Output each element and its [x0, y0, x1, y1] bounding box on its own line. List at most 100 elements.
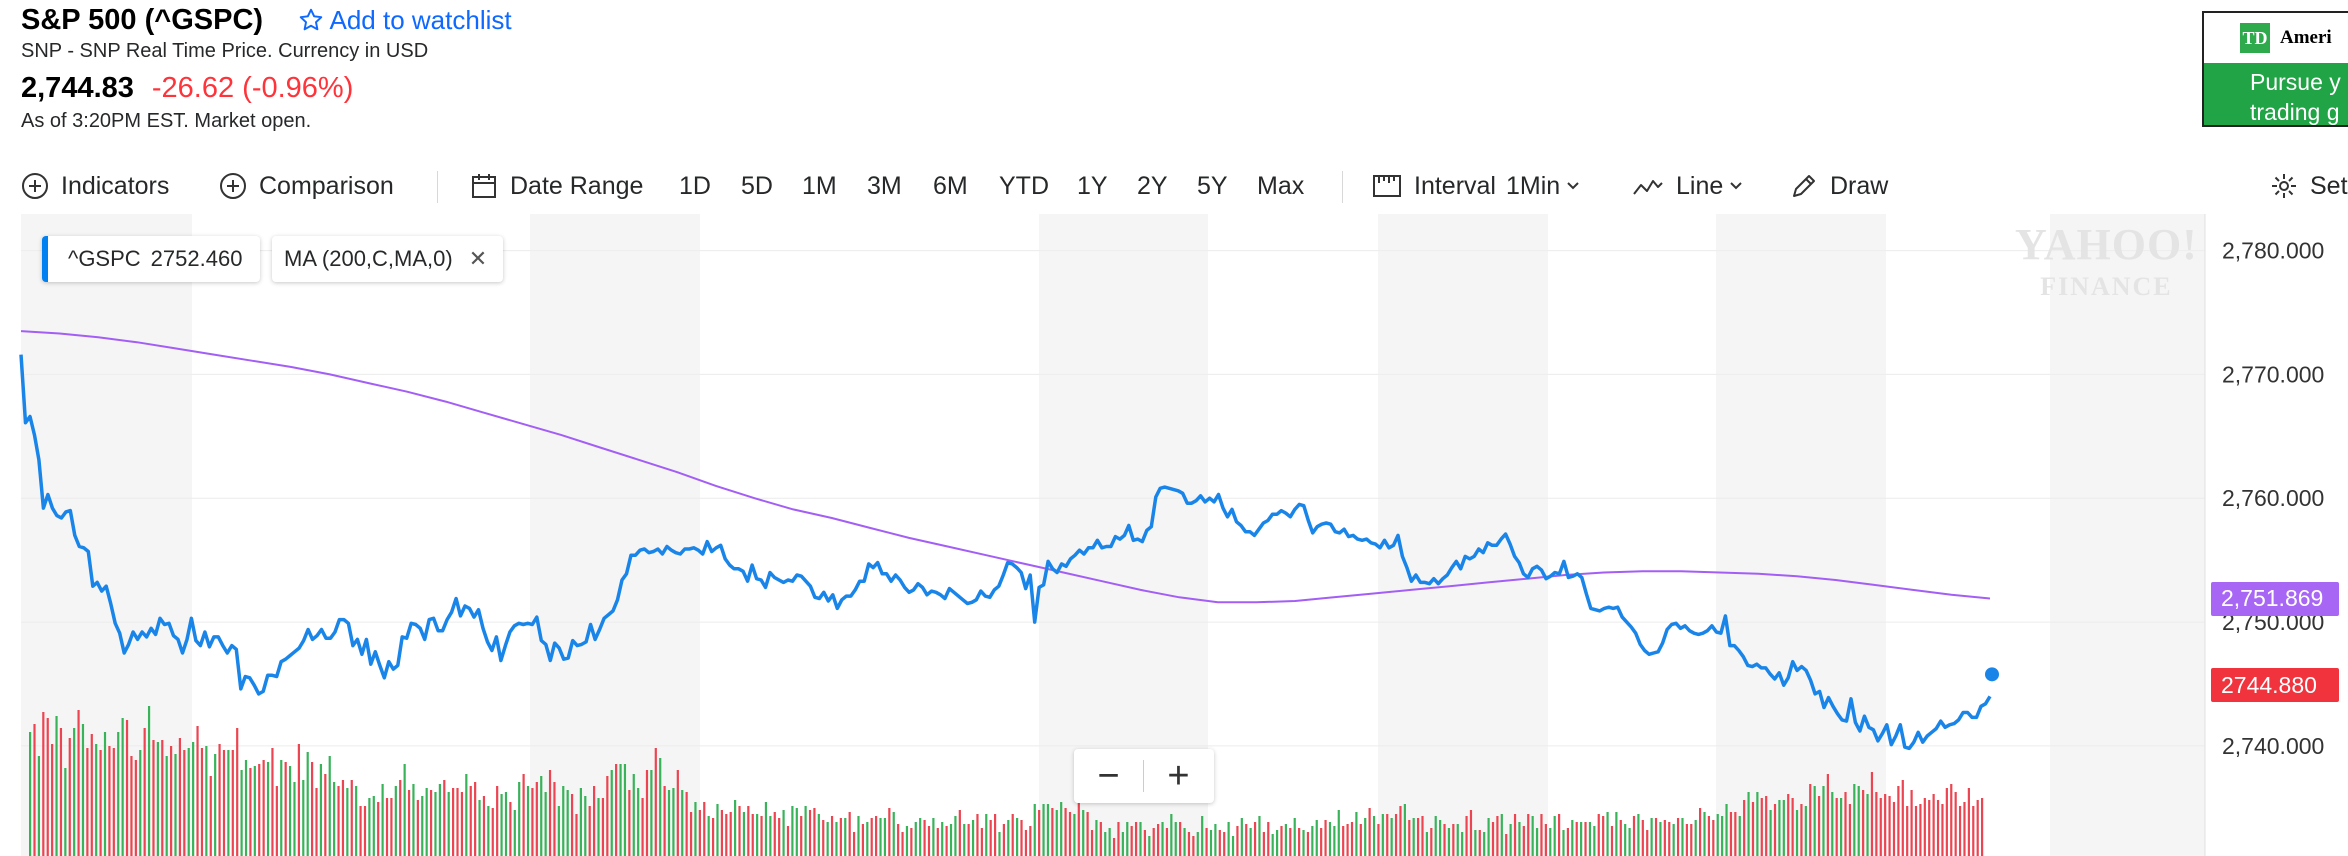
- range-5y[interactable]: 5Y: [1197, 171, 1228, 200]
- volume-bar: [998, 832, 1001, 856]
- volume-bar: [152, 740, 155, 856]
- volume-bar: [659, 758, 662, 856]
- volume-bar: [1835, 798, 1838, 856]
- volume-bar: [156, 742, 159, 856]
- volume-bar: [1531, 816, 1534, 856]
- interval-label: Interval: [1414, 171, 1496, 200]
- range-ytd[interactable]: YTD: [999, 171, 1049, 200]
- volume-bar: [372, 796, 375, 856]
- volume-bar: [1223, 832, 1226, 856]
- volume-bar: [183, 750, 186, 856]
- volume-bar: [482, 796, 486, 856]
- volume-bar: [804, 806, 807, 856]
- zoom-out-button[interactable]: −: [1097, 754, 1120, 797]
- volume-bar: [1262, 832, 1265, 856]
- date-range-button[interactable]: Date Range: [470, 163, 643, 209]
- volume-bar: [641, 798, 644, 856]
- volume-bar: [729, 812, 732, 856]
- volume-bar: [720, 810, 723, 856]
- draw-button[interactable]: Draw: [1790, 163, 1888, 209]
- volume-bar: [95, 744, 98, 856]
- range-6m[interactable]: 6M: [933, 171, 968, 200]
- volume-bar: [359, 806, 362, 856]
- volume-bar: [280, 760, 283, 856]
- volume-bar: [42, 712, 45, 856]
- volume-bar: [575, 814, 578, 856]
- add-to-watchlist-label: Add to watchlist: [329, 5, 512, 35]
- volume-bar: [1505, 834, 1508, 856]
- zoom-in-button[interactable]: +: [1167, 754, 1190, 797]
- toolbar-divider: [1342, 171, 1343, 203]
- volume-bar: [1672, 824, 1675, 856]
- volume-bar: [1372, 816, 1376, 856]
- volume-bar: [1068, 812, 1072, 856]
- volume-bar: [262, 760, 265, 856]
- volume-bar: [1743, 800, 1746, 856]
- volume-bar: [121, 718, 124, 856]
- volume-bar: [209, 776, 212, 856]
- date-range-label: Date Range: [510, 171, 644, 200]
- range-2y[interactable]: 2Y: [1137, 171, 1168, 200]
- volume-bar: [1073, 814, 1076, 856]
- volume-bar: [566, 790, 569, 856]
- add-to-watchlist-button[interactable]: Add to watchlist: [298, 5, 512, 36]
- volume-bar: [504, 792, 508, 856]
- volume-bar: [707, 816, 710, 856]
- volume-bar: [1346, 824, 1349, 856]
- volume-bars: [29, 706, 1984, 856]
- volume-bar: [1963, 802, 1966, 856]
- price-change: -26.62 (-0.96%): [151, 72, 354, 104]
- volume-bar: [1787, 794, 1790, 856]
- volume-bar: [1826, 774, 1829, 856]
- volume-bar: [319, 764, 323, 856]
- volume-bar: [645, 770, 649, 856]
- volume-bar: [1954, 792, 1957, 856]
- volume-bar: [518, 782, 521, 856]
- volume-bar: [240, 770, 243, 856]
- toolbar-divider: [437, 171, 438, 203]
- volume-bar: [86, 748, 89, 856]
- calendar-icon: [472, 174, 496, 198]
- legend-moving-average[interactable]: MA (200,C,MA,0) ✕: [272, 236, 504, 282]
- volume-bar: [73, 728, 76, 856]
- session-band: [21, 214, 192, 856]
- volume-bar: [1936, 800, 1940, 856]
- volume-bar: [231, 750, 234, 856]
- indicators-button[interactable]: Indicators: [21, 163, 169, 209]
- volume-bar: [615, 764, 618, 856]
- volume-bar: [328, 756, 331, 856]
- range-5d[interactable]: 5D: [741, 171, 773, 200]
- volume-bar: [178, 738, 182, 856]
- ad-banner[interactable]: TD Ameri Pursue y trading g: [2202, 11, 2348, 127]
- range-1m[interactable]: 1M: [802, 171, 837, 200]
- range-max[interactable]: Max: [1257, 171, 1305, 200]
- volume-bar: [315, 788, 318, 856]
- volume-bar: [1099, 822, 1102, 856]
- chart-area[interactable]: 2,780.000 2,770.000 2,760.000 2,750.000 2,74…: [0, 214, 2348, 856]
- volume-bar: [363, 806, 367, 856]
- volume-bar: [606, 776, 609, 856]
- volume-bar: [1209, 830, 1213, 856]
- range-3m[interactable]: 3M: [867, 171, 902, 200]
- volume-bar: [293, 782, 296, 856]
- chart-type-dropdown[interactable]: Line: [1632, 163, 1755, 209]
- volume-bar: [51, 744, 54, 856]
- ad-line-2: trading g: [2250, 99, 2340, 125]
- settings-button[interactable]: Set: [2270, 163, 2348, 209]
- comparison-button[interactable]: Comparison: [219, 163, 394, 209]
- legend-symbol[interactable]: ^GSPC 2752.460: [42, 236, 261, 282]
- volume-bar: [584, 796, 587, 856]
- volume-bar: [1082, 810, 1085, 856]
- volume-bar: [1747, 792, 1750, 856]
- volume-bar: [861, 824, 864, 856]
- range-1y[interactable]: 1Y: [1077, 171, 1108, 200]
- range-1d[interactable]: 1D: [679, 171, 711, 200]
- volume-bar: [1483, 832, 1486, 856]
- volume-bar: [1751, 802, 1755, 856]
- stock-chart[interactable]: 2,780.0002,770.0002,760.0002,750.0002,74…: [0, 214, 2348, 856]
- volume-bar: [1337, 810, 1340, 856]
- interval-dropdown[interactable]: Interval 1Min: [1372, 163, 1592, 209]
- volume-bar: [1465, 816, 1468, 856]
- remove-indicator-icon[interactable]: ✕: [468, 246, 488, 271]
- volume-bar: [1474, 830, 1477, 856]
